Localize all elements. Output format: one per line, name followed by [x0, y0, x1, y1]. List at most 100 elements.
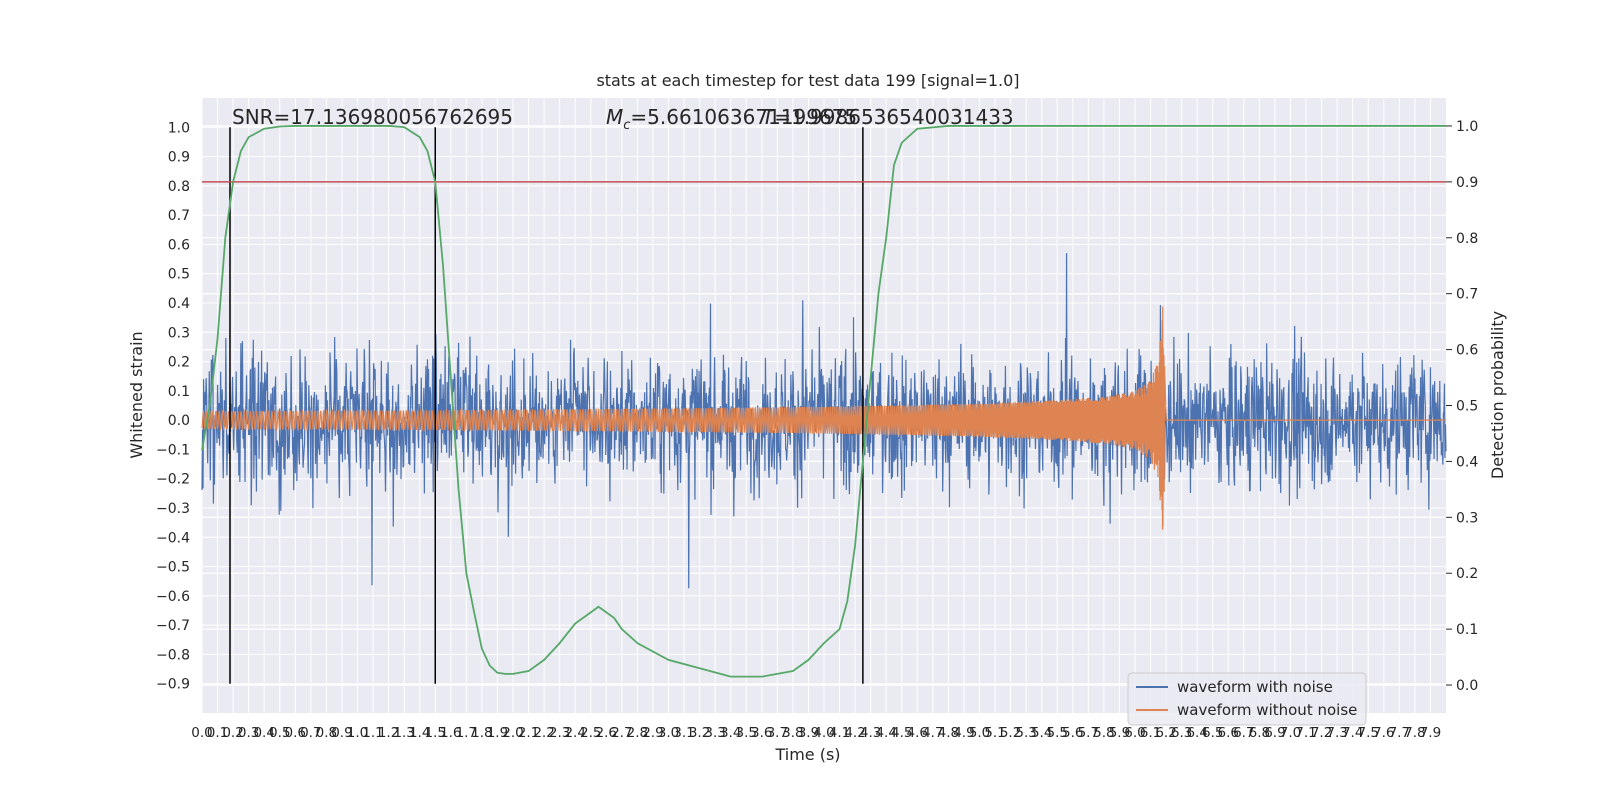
- y-tick-label: 1.0: [168, 120, 190, 136]
- x-tick-label: 6.2: [1155, 725, 1176, 741]
- x-tick-label: 5.5: [1047, 725, 1068, 741]
- x-tick-label: 3.4: [720, 725, 741, 741]
- y-tick-label: 0.1: [168, 384, 190, 400]
- x-tick-label: 5.2: [1000, 725, 1021, 741]
- x-tick-label: 3.3: [704, 725, 725, 741]
- y-tick-label: −0.6: [156, 589, 190, 605]
- y2-tick-label: 0.5: [1456, 399, 1478, 415]
- x-tick-label: 4.1: [829, 725, 850, 741]
- x-tick-label: 1.4: [409, 725, 430, 741]
- chirp-mass-symbol: M: [606, 105, 623, 129]
- y2-axis-label: Detection probability: [1488, 311, 1507, 479]
- x-tick-label: 2.8: [627, 725, 648, 741]
- x-tick-label: 2.9: [642, 725, 663, 741]
- chirp-mass-annotation: Mc=5.661063671199675: [606, 105, 857, 133]
- x-tick-label: 1.8: [471, 725, 492, 741]
- y-tick-label: −0.3: [156, 501, 190, 517]
- y-axis-ticks: 1.0 0.9 0.8 0.7 0.6 0.5 0.4 0.3 0.2 0.1 0.0 −0.1 −0.…: [156, 120, 190, 692]
- x-tick-label: 0.6: [285, 725, 306, 741]
- legend-label-clean: waveform without noise: [1177, 701, 1357, 719]
- x-tick-label: 1.9: [487, 725, 508, 741]
- y-tick-label: −0.2: [156, 472, 190, 488]
- x-tick-label: 6.1: [1140, 725, 1161, 741]
- y2-tick-label: 0.7: [1456, 287, 1478, 303]
- x-tick-label: 7.5: [1358, 725, 1379, 741]
- y-tick-label: −0.7: [156, 618, 190, 634]
- x-tick-label: 5.3: [1015, 725, 1036, 741]
- legend-box: [1127, 672, 1367, 726]
- x-tick-label: 1.6: [440, 725, 461, 741]
- y-tick-label: 0.3: [168, 325, 190, 341]
- x-tick-label: 4.3: [860, 725, 881, 741]
- y2-axis-ticks: 1.0 0.9 0.8 0.7 0.6 0.5 0.4 0.3 0.2 0.1 0.0: [1446, 119, 1478, 694]
- y-axis-label: Whitened strain: [127, 331, 146, 458]
- probability-series: [201, 125, 1446, 678]
- y2-tick-label: 0.8: [1456, 231, 1478, 247]
- x-tick-label: 7.4: [1342, 725, 1363, 741]
- legend-label-noisy: waveform with noise: [1177, 678, 1333, 696]
- x-tick-label: 3.0: [658, 725, 679, 741]
- x-tick-label: 6.7: [1233, 725, 1254, 741]
- x-tick-label: 4.0: [813, 725, 834, 741]
- chirp-mass-value: =5.661063671199675: [630, 105, 857, 129]
- x-tick-label: 1.5: [425, 725, 446, 741]
- chirp-mass-subscript: c: [623, 118, 630, 133]
- y-tick-label: 0.6: [168, 237, 190, 253]
- y-tick-label: 0.8: [168, 179, 190, 195]
- x-tick-label: 4.2: [844, 725, 865, 741]
- x-tick-label: 3.7: [767, 725, 788, 741]
- x-tick-label: 3.1: [673, 725, 694, 741]
- x-tick-label: 2.5: [580, 725, 601, 741]
- x-tick-label: 0.8: [316, 725, 337, 741]
- x-tick-label: 5.6: [1062, 725, 1083, 741]
- probability-line: [201, 125, 1446, 678]
- x-tick-label: 0.9: [331, 725, 352, 741]
- x-tick-label: 7.8: [1404, 725, 1425, 741]
- x-tick-label: 1.3: [393, 725, 414, 741]
- x-tick-label: 1.7: [456, 725, 477, 741]
- x-tick-label: 3.9: [798, 725, 819, 741]
- x-tick-label: 7.2: [1311, 725, 1332, 741]
- x-tick-label: 1.1: [362, 725, 383, 741]
- x-tick-label: 3.8: [782, 725, 803, 741]
- x-tick-label: 2.2: [533, 725, 554, 741]
- x-tick-label: 0.2: [222, 725, 243, 741]
- x-tick-label: 6.9: [1264, 725, 1285, 741]
- y2-tick-label: 0.9: [1456, 175, 1478, 191]
- y2-tick-label: 0.2: [1456, 566, 1478, 582]
- x-tick-label: 3.5: [736, 725, 757, 741]
- x-tick-label: 1.0: [347, 725, 368, 741]
- x-axis-label: Time (s): [774, 745, 840, 764]
- x-tick-label: 5.8: [1093, 725, 1114, 741]
- y-tick-label: 0.9: [168, 150, 190, 166]
- x-tick-label: 4.5: [891, 725, 912, 741]
- x-tick-label: 6.3: [1171, 725, 1192, 741]
- y-tick-label: 0.0: [168, 413, 190, 429]
- y2-tick-label: 0.1: [1456, 622, 1478, 638]
- x-tick-label: 4.4: [875, 725, 896, 741]
- x-tick-label: 7.7: [1389, 725, 1410, 741]
- duration-annotation: T=1.9986536540031433: [762, 105, 1014, 129]
- x-tick-label: 5.0: [969, 725, 990, 741]
- x-axis-ticks: 0.00.10.20.30.40.50.60.70.80.91.01.11.21…: [191, 725, 1441, 741]
- duration-value: =1.9986536540031433: [774, 105, 1013, 129]
- y-tick-label: −0.8: [156, 647, 190, 663]
- x-tick-label: 7.6: [1373, 725, 1394, 741]
- y2-tick-label: 0.3: [1456, 510, 1478, 526]
- legend: waveform with noise waveform without noi…: [1127, 672, 1367, 726]
- y-tick-label: −0.5: [156, 560, 190, 576]
- x-tick-label: 5.7: [1078, 725, 1099, 741]
- x-tick-label: 2.7: [611, 725, 632, 741]
- y2-tick-label: 1.0: [1456, 119, 1478, 135]
- y-tick-label: 0.5: [168, 267, 190, 283]
- x-tick-label: 2.3: [549, 725, 570, 741]
- y-tick-label: −0.4: [156, 530, 190, 546]
- vertical-marker-lines: [229, 127, 864, 684]
- x-tick-label: 5.1: [984, 725, 1005, 741]
- x-tick-label: 2.0: [502, 725, 523, 741]
- y-tick-label: −0.1: [156, 442, 190, 458]
- x-tick-label: 6.6: [1218, 725, 1239, 741]
- y-tick-label: 0.4: [168, 296, 190, 312]
- x-tick-label: 4.8: [938, 725, 959, 741]
- chart-title: stats at each timestep for test data 199…: [596, 71, 1019, 90]
